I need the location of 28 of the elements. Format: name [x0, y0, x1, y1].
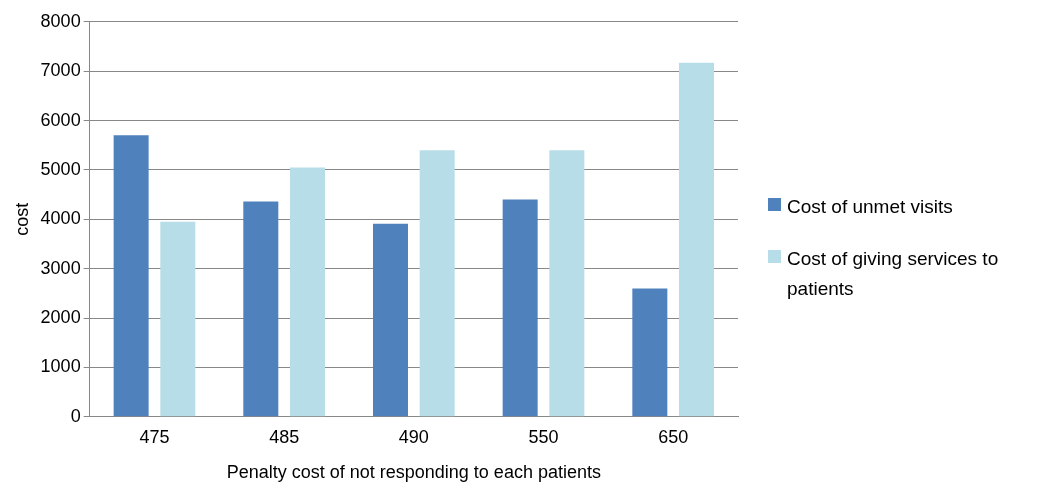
y-tick-label: 1000	[40, 356, 81, 377]
bar	[549, 150, 585, 417]
x-tick-label: 485	[269, 426, 300, 447]
bar	[372, 223, 408, 417]
y-tick-label: 6000	[40, 109, 81, 130]
y-tick-label: 8000	[40, 10, 81, 31]
y-tick-label: 3000	[40, 257, 81, 278]
bar	[502, 199, 538, 417]
bar	[632, 288, 668, 417]
y-tick-label: 4000	[40, 208, 81, 229]
bar	[679, 62, 715, 417]
legend-label: Cost of unmet visits	[787, 195, 953, 219]
x-tick-label: 550	[528, 426, 559, 447]
bar	[243, 201, 279, 417]
x-tick-label: 475	[139, 426, 170, 447]
y-tick-label: 7000	[40, 60, 81, 81]
y-axis-title: cost	[11, 202, 32, 236]
x-tick-label: 650	[658, 426, 689, 447]
x-axis-title: Penalty cost of not responding to each patients	[226, 462, 601, 483]
y-tick-label: 5000	[40, 158, 81, 179]
y-tick-label: 2000	[40, 307, 81, 328]
bar	[419, 150, 455, 417]
y-tick-label: 0	[70, 405, 81, 426]
bar	[113, 135, 149, 417]
bar	[289, 167, 325, 417]
bar	[160, 221, 196, 417]
legend-label: Cost of giving services to patients	[787, 247, 1000, 301]
x-tick-label: 490	[398, 426, 429, 447]
